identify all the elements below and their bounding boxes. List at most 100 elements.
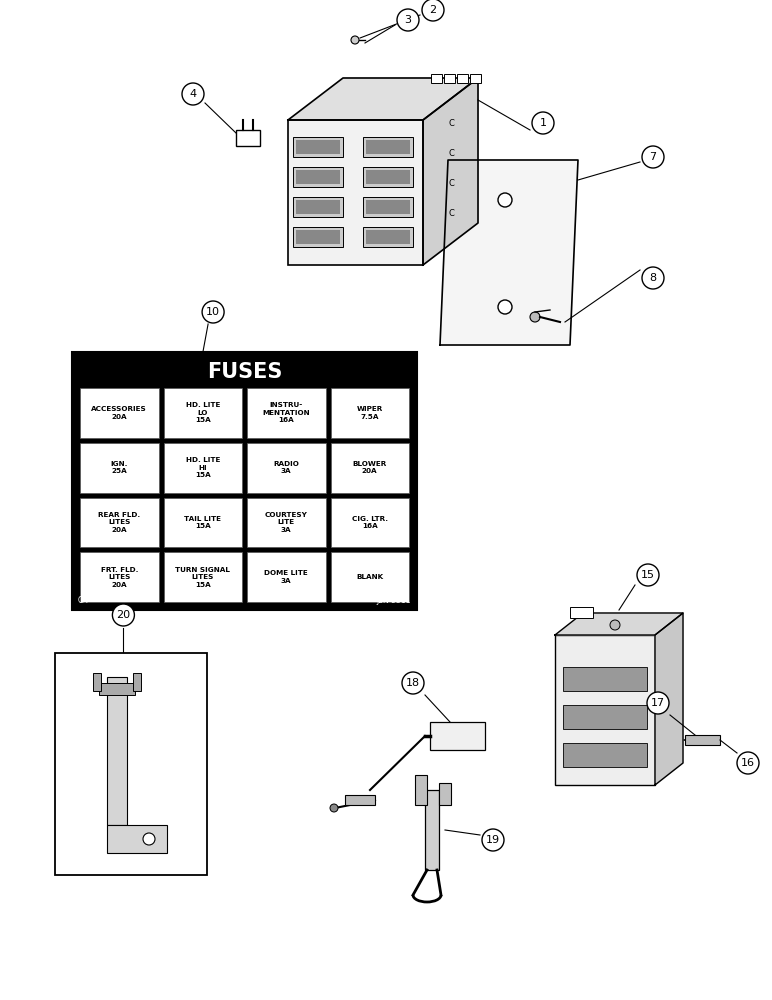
Text: RADIO
3A: RADIO 3A: [273, 461, 300, 474]
FancyBboxPatch shape: [366, 230, 410, 244]
Text: CA: CA: [78, 596, 89, 605]
Text: J2N 5311: J2N 5311: [377, 596, 411, 605]
FancyBboxPatch shape: [330, 443, 409, 492]
Polygon shape: [555, 613, 683, 635]
FancyBboxPatch shape: [363, 227, 413, 247]
Text: BLOWER
20A: BLOWER 20A: [353, 461, 387, 474]
Circle shape: [737, 752, 759, 774]
Circle shape: [498, 193, 512, 207]
Circle shape: [202, 301, 224, 323]
Text: 20: 20: [117, 610, 130, 620]
FancyBboxPatch shape: [288, 120, 423, 265]
Text: 16: 16: [741, 758, 755, 768]
Text: 18: 18: [406, 678, 420, 688]
Text: HD. LITE
LO
15A: HD. LITE LO 15A: [185, 402, 220, 423]
Text: TAIL LITE
15A: TAIL LITE 15A: [185, 516, 222, 529]
Circle shape: [113, 604, 134, 626]
Text: FRT. FLD.
LITES
20A: FRT. FLD. LITES 20A: [100, 567, 138, 588]
Circle shape: [637, 564, 659, 586]
FancyBboxPatch shape: [293, 137, 343, 157]
Text: 4: 4: [189, 89, 197, 99]
FancyBboxPatch shape: [555, 635, 655, 785]
FancyBboxPatch shape: [366, 170, 410, 184]
FancyBboxPatch shape: [293, 197, 343, 217]
Text: HD. LITE
HI
15A: HD. LITE HI 15A: [185, 457, 220, 478]
FancyBboxPatch shape: [107, 677, 127, 825]
FancyBboxPatch shape: [330, 552, 409, 602]
FancyBboxPatch shape: [345, 795, 375, 805]
FancyBboxPatch shape: [469, 74, 480, 83]
Circle shape: [351, 36, 359, 44]
Circle shape: [642, 267, 664, 289]
FancyBboxPatch shape: [425, 790, 439, 870]
Text: TURN SIGNAL
LITES
15A: TURN SIGNAL LITES 15A: [175, 567, 230, 588]
FancyBboxPatch shape: [80, 552, 158, 602]
FancyBboxPatch shape: [296, 200, 340, 214]
FancyBboxPatch shape: [363, 137, 413, 157]
FancyBboxPatch shape: [247, 552, 326, 602]
FancyBboxPatch shape: [366, 140, 410, 154]
FancyBboxPatch shape: [55, 653, 207, 875]
Text: 17: 17: [651, 698, 665, 708]
Polygon shape: [440, 160, 578, 345]
Text: 19: 19: [486, 835, 500, 845]
FancyBboxPatch shape: [431, 74, 442, 83]
Text: C: C: [448, 119, 454, 128]
Text: WIPER
7.5A: WIPER 7.5A: [357, 406, 383, 420]
FancyBboxPatch shape: [247, 388, 326, 438]
FancyBboxPatch shape: [330, 497, 409, 547]
Text: BLANK: BLANK: [356, 574, 384, 580]
FancyBboxPatch shape: [107, 825, 167, 853]
FancyBboxPatch shape: [330, 388, 409, 438]
Polygon shape: [423, 78, 478, 265]
FancyBboxPatch shape: [456, 74, 468, 83]
FancyBboxPatch shape: [296, 230, 340, 244]
Text: C: C: [448, 210, 454, 219]
FancyBboxPatch shape: [80, 497, 158, 547]
FancyBboxPatch shape: [415, 775, 427, 805]
Text: REAR FLD.
LITES
20A: REAR FLD. LITES 20A: [98, 512, 141, 533]
Text: 1: 1: [540, 118, 547, 128]
FancyBboxPatch shape: [247, 443, 326, 492]
FancyBboxPatch shape: [164, 388, 242, 438]
FancyBboxPatch shape: [570, 606, 592, 617]
FancyBboxPatch shape: [293, 227, 343, 247]
Circle shape: [482, 829, 504, 851]
Circle shape: [642, 146, 664, 168]
Text: 7: 7: [649, 152, 656, 162]
FancyBboxPatch shape: [164, 552, 242, 602]
FancyBboxPatch shape: [72, 352, 417, 610]
Text: 15: 15: [641, 570, 655, 580]
Text: ACCESSORIES
20A: ACCESSORIES 20A: [91, 406, 147, 420]
FancyBboxPatch shape: [133, 673, 141, 691]
Text: IGN.
25A: IGN. 25A: [110, 461, 128, 474]
FancyBboxPatch shape: [247, 497, 326, 547]
Text: COURTESY
LITE
3A: COURTESY LITE 3A: [265, 512, 308, 533]
Text: FUSES: FUSES: [207, 362, 283, 382]
FancyBboxPatch shape: [443, 74, 455, 83]
Circle shape: [647, 692, 669, 714]
Text: C: C: [448, 149, 454, 158]
FancyBboxPatch shape: [164, 497, 242, 547]
Circle shape: [330, 804, 338, 812]
FancyBboxPatch shape: [293, 167, 343, 187]
Circle shape: [532, 112, 554, 134]
FancyBboxPatch shape: [363, 167, 413, 187]
Circle shape: [498, 300, 512, 314]
FancyBboxPatch shape: [430, 722, 485, 750]
Text: 10: 10: [206, 307, 220, 317]
Text: 2: 2: [429, 5, 436, 15]
Text: DOME LITE
3A: DOME LITE 3A: [264, 570, 308, 584]
FancyBboxPatch shape: [80, 443, 158, 492]
Circle shape: [143, 833, 155, 845]
Text: CIG. LTR.
16A: CIG. LTR. 16A: [352, 516, 388, 529]
FancyBboxPatch shape: [366, 200, 410, 214]
FancyBboxPatch shape: [363, 197, 413, 217]
Text: 3: 3: [405, 15, 411, 25]
FancyBboxPatch shape: [236, 130, 260, 146]
FancyBboxPatch shape: [563, 743, 647, 767]
Text: C: C: [448, 180, 454, 188]
FancyBboxPatch shape: [80, 388, 158, 438]
Circle shape: [402, 672, 424, 694]
Circle shape: [182, 83, 204, 105]
